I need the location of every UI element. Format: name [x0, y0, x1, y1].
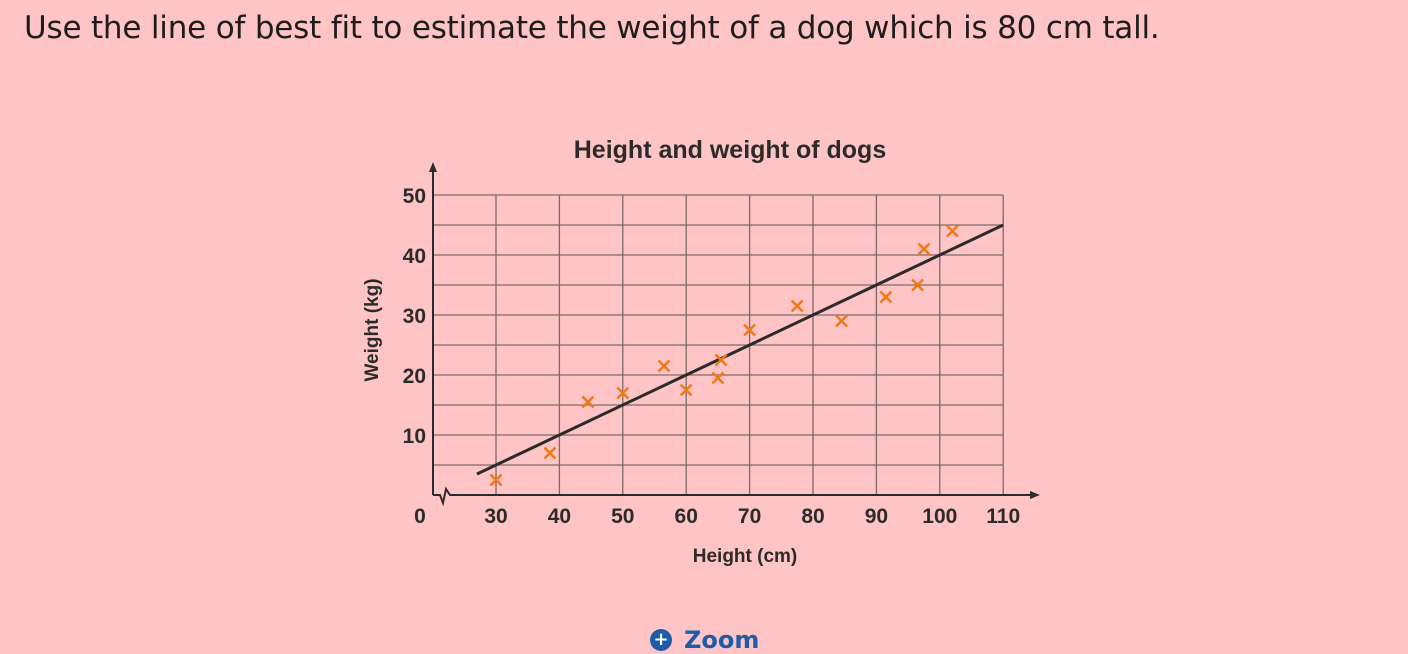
- data-point: [835, 314, 848, 328]
- data-point: [714, 353, 728, 367]
- data-point: [911, 278, 925, 292]
- x-tick-label: 60: [675, 505, 698, 528]
- x-tick-label: 100: [922, 505, 957, 528]
- axes: [429, 162, 1040, 507]
- zoom-label: Zoom: [684, 626, 760, 654]
- x-tick-label: 40: [548, 505, 571, 528]
- grid: [433, 194, 1004, 495]
- origin-label: 0: [414, 505, 426, 528]
- y-tick-label: 50: [403, 185, 426, 208]
- x-tick-label: 80: [801, 505, 824, 528]
- x-axis-label: Height (cm): [693, 546, 798, 567]
- x-axis-arrow: [1030, 491, 1040, 499]
- y-tick-label: 40: [403, 245, 426, 268]
- data-point: [879, 290, 893, 304]
- x-tick-label: 70: [738, 505, 761, 528]
- data-points: [489, 224, 959, 487]
- zoom-button[interactable]: + Zoom: [650, 626, 759, 654]
- x-tick-label: 90: [865, 505, 888, 528]
- x-tick-label: 30: [484, 505, 507, 528]
- y-tick-label: 20: [403, 365, 426, 388]
- tick-labels: 30 40 50 60 70 80 90 100 110 10 20 30 40 50: [403, 185, 1021, 528]
- y-tick-label: 10: [403, 425, 426, 448]
- data-point: [711, 371, 725, 385]
- y-tick-label: 30: [403, 305, 426, 328]
- data-point: [917, 242, 931, 256]
- data-point: [581, 395, 595, 409]
- x-axis: [433, 486, 1032, 507]
- data-point: [790, 299, 804, 313]
- data-point: [489, 473, 503, 487]
- line-of-best-fit: [476, 223, 1004, 476]
- data-point: [616, 386, 630, 400]
- x-tick-label: 50: [611, 505, 634, 528]
- data-point: [657, 359, 671, 373]
- plus-icon: +: [650, 629, 672, 651]
- data-point: [543, 446, 557, 460]
- data-point: [946, 224, 959, 238]
- question-text: Use the line of best fit to estimate the…: [24, 10, 1160, 46]
- chart-title: Height and weight of dogs: [574, 136, 886, 164]
- data-point: [743, 323, 757, 337]
- x-tick-label: 110: [986, 505, 1020, 528]
- y-axis-label: Weight (kg): [362, 278, 383, 381]
- y-axis-arrow: [429, 162, 437, 172]
- data-point: [679, 383, 693, 397]
